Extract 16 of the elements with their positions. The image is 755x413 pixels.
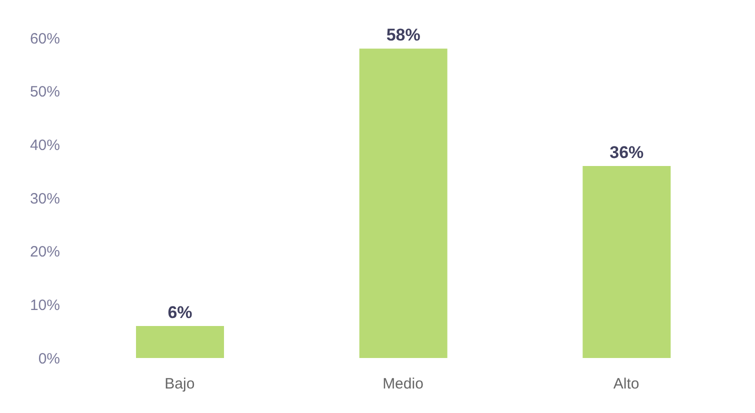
y-tick-label: 10%	[30, 296, 60, 314]
y-tick-label: 0%	[38, 350, 60, 368]
data-label: 36%	[610, 143, 644, 162]
x-tick-label: Medio	[382, 376, 424, 393]
y-tick-label: 40%	[30, 136, 60, 154]
bar	[582, 166, 671, 358]
y-tick-label: 60%	[30, 30, 60, 48]
bar	[136, 326, 224, 358]
x-tick-label: Bajo	[164, 376, 195, 393]
data-label: 58%	[386, 26, 420, 45]
y-tick-label: 30%	[30, 190, 60, 208]
x-tick-label: Alto	[613, 376, 640, 393]
bar	[359, 48, 448, 358]
data-label: 6%	[168, 303, 192, 322]
y-tick-label: 50%	[30, 84, 60, 101]
y-tick-label: 20%	[30, 244, 60, 261]
